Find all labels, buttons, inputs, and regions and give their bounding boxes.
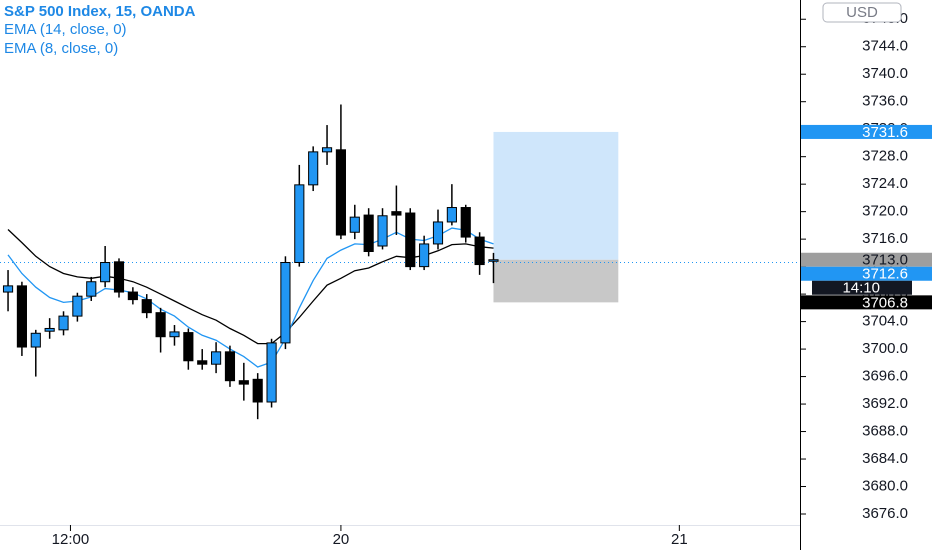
candle-body <box>72 295 83 317</box>
position-target <box>493 131 619 260</box>
price-marker <box>801 266 932 281</box>
y-tick-label: 3720.0 <box>862 203 908 220</box>
candle-body <box>141 299 152 314</box>
price-marker <box>801 295 932 310</box>
candle-body <box>169 331 180 338</box>
countdown-label: 14:10 <box>842 280 880 297</box>
y-tick-label: 3692.0 <box>862 395 908 412</box>
y-tick-label: 3676.0 <box>862 505 908 522</box>
price-marker-label: 3713.0 <box>862 252 908 269</box>
candle-body <box>183 332 194 362</box>
y-tick-label: 3700.0 <box>862 340 908 357</box>
y-tick-label: 3696.0 <box>862 368 908 385</box>
candle-body <box>266 342 277 403</box>
legend-entry: EMA (14, close, 0) <box>4 21 127 38</box>
candle-body <box>446 207 457 223</box>
candle-body <box>349 216 360 233</box>
candle-body <box>280 262 291 344</box>
y-tick-label: 3688.0 <box>862 423 908 440</box>
legend-entry: EMA (8, close, 0) <box>4 40 118 57</box>
y-tick-label: 3724.0 <box>862 175 908 192</box>
price-marker-label: 3706.8 <box>862 294 908 311</box>
candle-body <box>488 259 499 262</box>
price-marker-label: 3712.6 <box>862 266 908 283</box>
currency-badge <box>822 2 902 23</box>
candle-body <box>238 380 249 385</box>
x-tick-label: 20 <box>333 531 350 548</box>
candle-body <box>294 184 305 263</box>
candle-body <box>335 149 346 236</box>
countdown-bg <box>812 280 912 295</box>
candle-body <box>363 214 374 253</box>
currency-label: USD <box>846 4 878 21</box>
candle-body <box>308 151 319 186</box>
y-tick-label: 3728.0 <box>862 148 908 165</box>
candle-body <box>86 281 97 297</box>
candle-body <box>58 315 69 331</box>
candle-body <box>460 207 471 238</box>
candle-body <box>474 236 485 266</box>
y-tick-label: 3716.0 <box>862 230 908 247</box>
y-tick-label: 3684.0 <box>862 450 908 467</box>
candle-body <box>2 285 14 293</box>
candle-body <box>113 261 125 293</box>
candle-body <box>16 285 27 348</box>
chart-title: S&P 500 Index, 15, OANDA <box>4 3 196 20</box>
y-tick-label: 3736.0 <box>862 93 908 110</box>
candle-body <box>391 211 402 216</box>
candle-body <box>405 212 416 268</box>
candle-body <box>419 243 430 268</box>
price-marker-label: 3731.6 <box>862 124 908 141</box>
candle-body <box>127 291 138 301</box>
candle-body <box>211 351 222 365</box>
candle-body <box>155 312 166 338</box>
y-tick-label: 3740.0 <box>862 65 908 82</box>
y-tick-label: 3680.0 <box>862 477 908 494</box>
candle-body <box>100 262 111 283</box>
x-tick-label: 21 <box>671 531 688 548</box>
price-marker <box>801 124 932 139</box>
candle-body <box>252 378 263 403</box>
x-tick-label: 12:00 <box>52 531 90 548</box>
candle-body <box>30 332 41 348</box>
candle-body <box>44 327 55 332</box>
candle-body <box>197 360 208 365</box>
price-marker <box>801 252 932 267</box>
position-stop <box>493 259 619 303</box>
candle-body <box>321 147 333 153</box>
y-tick-label: 3704.0 <box>862 313 908 330</box>
candle-body <box>377 215 388 247</box>
candle-body <box>224 351 236 382</box>
candle-body <box>432 221 444 245</box>
y-tick-label: 3744.0 <box>862 38 908 55</box>
